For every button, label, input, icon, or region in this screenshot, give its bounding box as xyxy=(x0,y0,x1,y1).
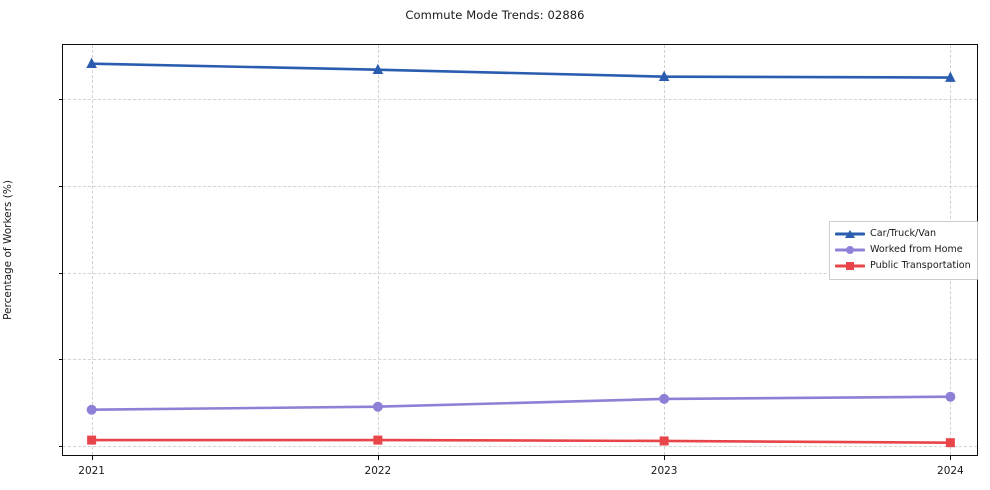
legend-label-car-truck-van: Car/Truck/Van xyxy=(870,228,937,240)
gridline-horizontal xyxy=(63,272,977,274)
legend-item-worked-from-home[interactable]: Worked from Home xyxy=(835,242,972,258)
y-axis-label: Percentage of Workers (%) xyxy=(2,180,14,320)
y-tick-mark xyxy=(58,185,63,187)
circle-marker-icon xyxy=(846,246,854,254)
series-public-transportation xyxy=(87,435,955,448)
x-tick-label: 2023 xyxy=(650,465,678,477)
data-point-circle xyxy=(86,404,97,415)
legend-item-public-transportation[interactable]: Public Transportation xyxy=(835,258,972,274)
x-tick-label: 2022 xyxy=(364,465,392,477)
chart-legend: Car/Truck/Van Worked from Home Public Tr… xyxy=(829,221,978,280)
series-line xyxy=(90,395,952,412)
legend-swatch-worked-from-home xyxy=(835,243,865,257)
y-tick-mark xyxy=(58,446,63,448)
chart-title: Commute Mode Trends: 02886 xyxy=(405,8,585,22)
data-point-square xyxy=(87,435,97,445)
gridline-vertical xyxy=(664,45,666,455)
square-marker-icon xyxy=(846,262,854,270)
triangle-marker-icon xyxy=(845,230,855,238)
y-tick-mark xyxy=(58,272,63,274)
x-tick-mark xyxy=(664,455,666,460)
legend-label-worked-from-home: Worked from Home xyxy=(870,244,963,256)
legend-swatch-public-transportation xyxy=(835,259,865,273)
gridline-vertical xyxy=(91,45,93,455)
x-tick-label: 2021 xyxy=(78,465,105,477)
data-point-triangle xyxy=(86,57,97,68)
legend-label-public-transportation: Public Transportation xyxy=(870,260,971,272)
gridline-horizontal xyxy=(63,359,977,361)
data-point-triangle xyxy=(658,70,670,81)
data-point-circle xyxy=(372,401,383,412)
legend-swatch-car-truck-van xyxy=(835,227,865,241)
series-worked-from-home xyxy=(86,391,956,415)
x-tick-mark xyxy=(91,455,93,460)
gridline-horizontal xyxy=(63,99,977,101)
series-car-truck-van xyxy=(86,57,956,82)
data-point-square xyxy=(945,438,955,448)
legend-item-car-truck-van[interactable]: Car/Truck/Van xyxy=(835,226,972,242)
gridline-horizontal xyxy=(63,185,977,187)
series-layer xyxy=(86,57,956,448)
x-tick-mark xyxy=(377,455,379,460)
data-point-square xyxy=(373,435,383,445)
x-tick-label: 2024 xyxy=(937,465,964,477)
y-tick-mark xyxy=(58,359,63,361)
data-point-circle xyxy=(659,393,670,404)
series-line xyxy=(90,438,952,444)
data-point-triangle xyxy=(945,71,956,82)
series-line xyxy=(90,62,952,79)
gridline-horizontal xyxy=(63,446,977,448)
data-point-triangle xyxy=(372,63,384,75)
data-point-circle xyxy=(945,391,956,402)
gridline-vertical xyxy=(377,45,379,455)
x-tick-mark xyxy=(950,455,952,460)
data-point-square xyxy=(659,436,669,446)
y-tick-mark xyxy=(58,99,63,101)
